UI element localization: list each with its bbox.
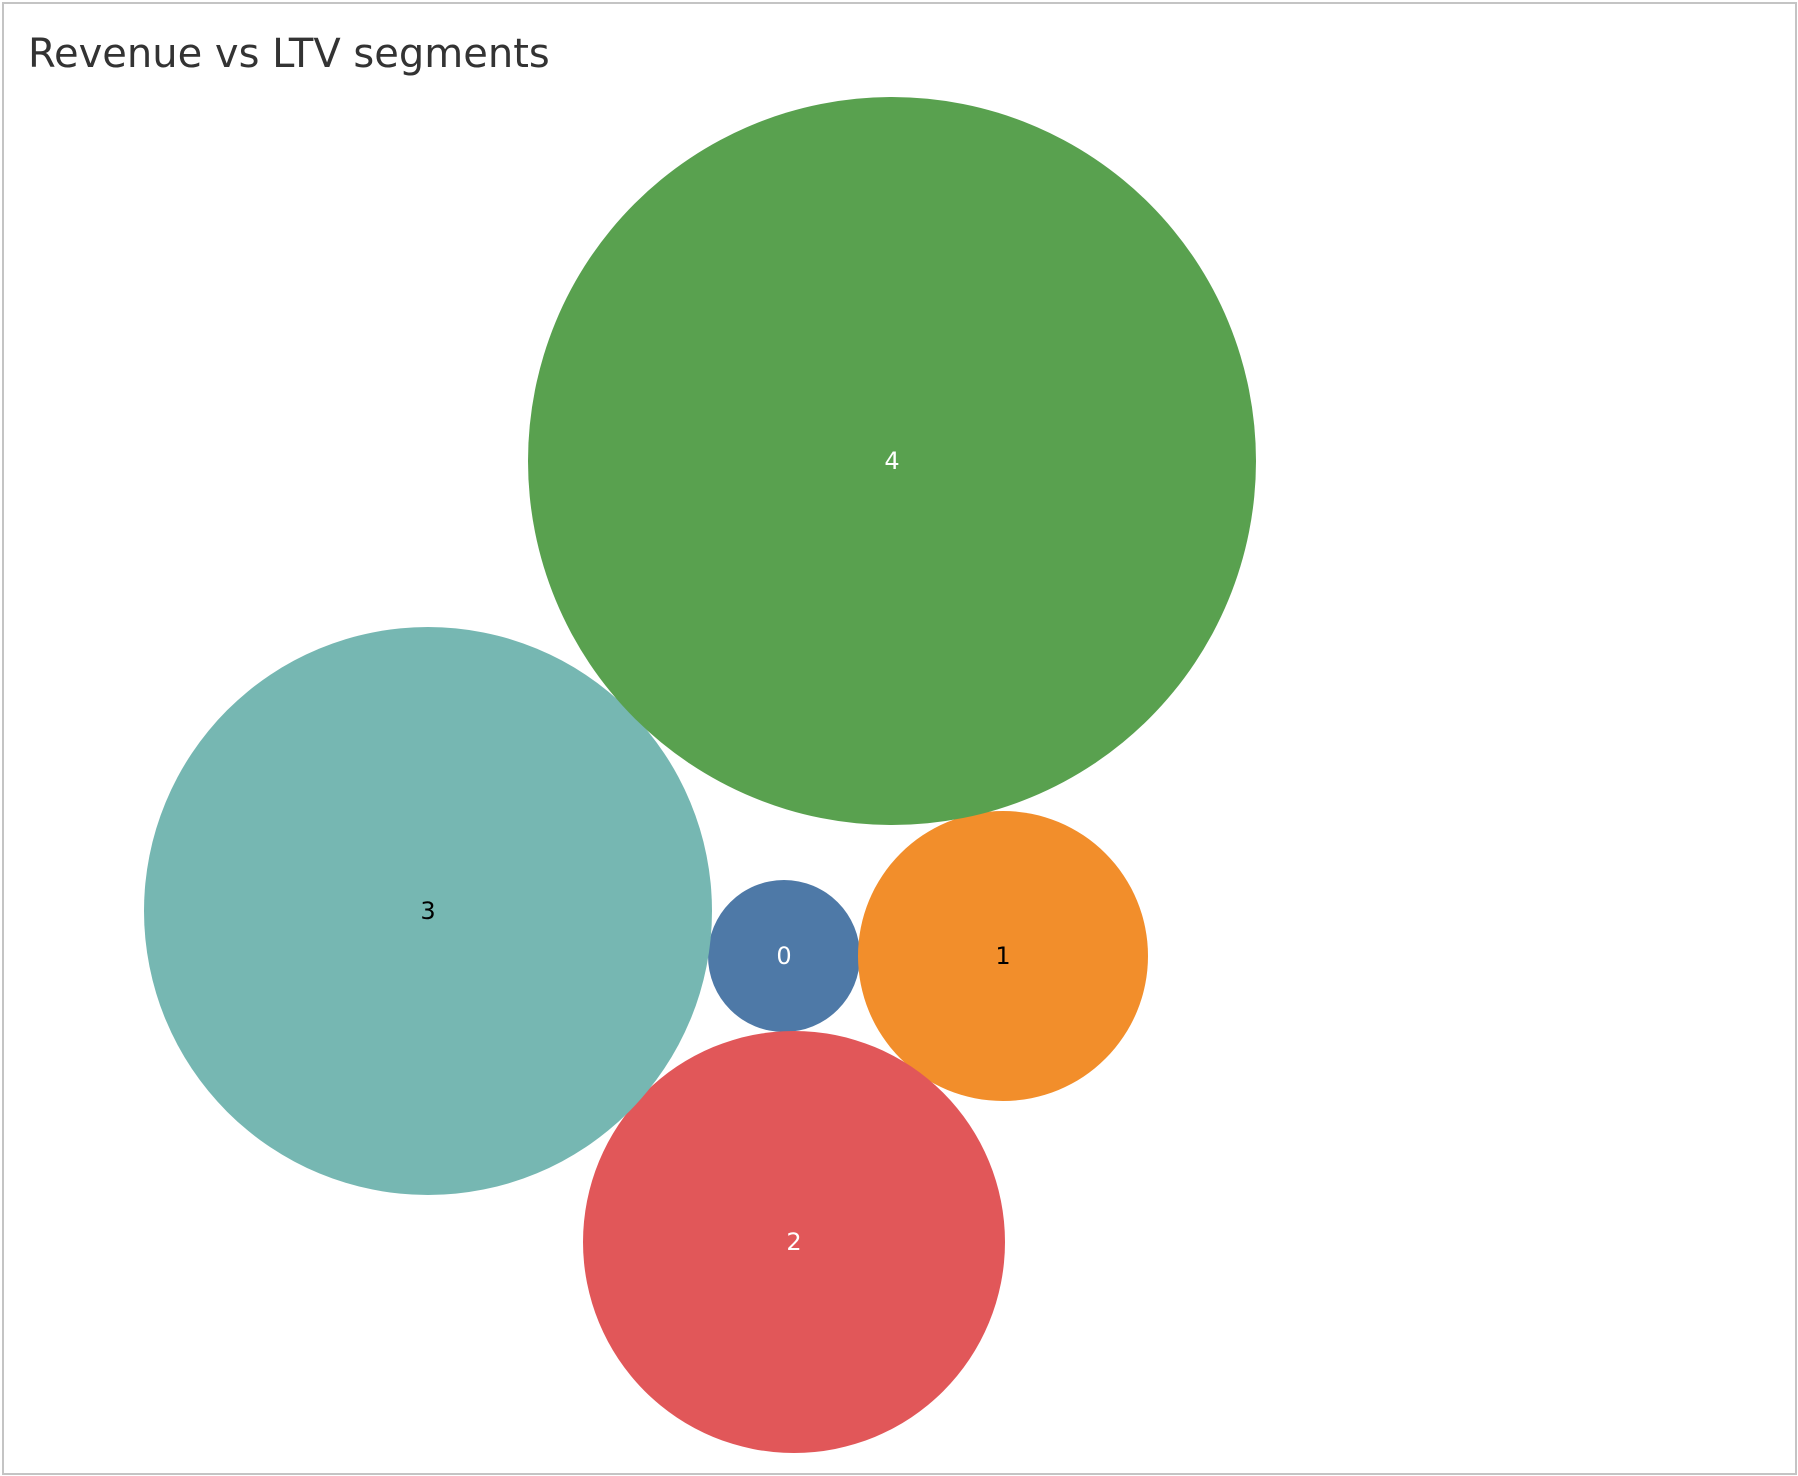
- bubble-2[interactable]: [583, 1031, 1005, 1453]
- bubble-label-1: 1: [995, 942, 1010, 970]
- bubble-4[interactable]: [528, 97, 1256, 825]
- bubble-label-2: 2: [786, 1228, 801, 1256]
- bubble-3[interactable]: [144, 627, 712, 1195]
- bubble-label-4: 4: [884, 447, 899, 475]
- chart-title: Revenue vs LTV segments: [28, 31, 550, 77]
- bubble-0[interactable]: [708, 880, 860, 1032]
- bubble-1[interactable]: [858, 811, 1148, 1101]
- bubble-label-3: 3: [420, 897, 435, 925]
- bubble-label-0: 0: [776, 942, 791, 970]
